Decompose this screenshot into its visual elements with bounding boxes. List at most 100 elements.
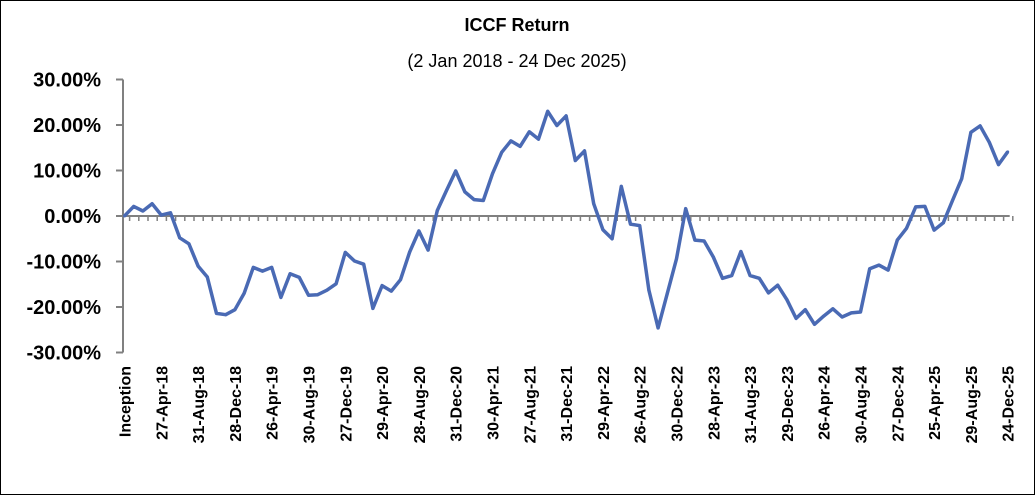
data-point bbox=[730, 274, 734, 278]
data-point bbox=[978, 124, 982, 128]
data-point bbox=[481, 199, 485, 203]
data-point bbox=[527, 130, 531, 134]
data-point bbox=[389, 289, 393, 293]
data-point bbox=[288, 272, 292, 276]
data-point bbox=[371, 306, 375, 310]
data-point bbox=[610, 237, 614, 241]
x-tick-label: 26-Apr-19 bbox=[265, 366, 282, 440]
x-tick-label: 28-Dec-18 bbox=[228, 366, 245, 442]
data-point bbox=[573, 158, 577, 162]
data-point bbox=[546, 109, 550, 113]
x-tick-label: 31-Aug-23 bbox=[743, 366, 760, 443]
data-point bbox=[583, 149, 586, 153]
x-tick-label: 30-Dec-22 bbox=[670, 366, 687, 442]
x-tick-label: 25-Apr-25 bbox=[927, 366, 944, 440]
data-point bbox=[518, 144, 522, 148]
data-point bbox=[279, 295, 283, 299]
data-point bbox=[353, 259, 356, 263]
data-point bbox=[500, 150, 504, 154]
data-point bbox=[297, 275, 301, 279]
data-point bbox=[647, 288, 651, 292]
data-point bbox=[785, 298, 789, 302]
data-point bbox=[592, 202, 596, 206]
data-point bbox=[150, 202, 154, 206]
x-tick-label: 27-Apr-18 bbox=[154, 366, 171, 440]
data-point bbox=[435, 209, 439, 213]
y-axis: 30.00% 20.00% 10.00% 0.00% -10.00% -20.00% -30… bbox=[27, 70, 124, 365]
data-point bbox=[178, 236, 182, 240]
data-point bbox=[334, 282, 338, 286]
data-point bbox=[868, 267, 872, 271]
data-point bbox=[693, 238, 697, 242]
y-tick-label: 30.00% bbox=[33, 70, 101, 92]
x-tick-label: 26-Aug-22 bbox=[633, 366, 650, 443]
data-point bbox=[822, 314, 826, 318]
x-tick-label: 24-Dec-25 bbox=[1001, 366, 1018, 442]
data-point bbox=[969, 130, 973, 134]
data-point bbox=[159, 213, 163, 217]
data-point bbox=[941, 221, 945, 225]
data-point bbox=[270, 265, 274, 269]
data-point bbox=[316, 293, 320, 297]
data-point bbox=[564, 114, 568, 118]
data-point bbox=[711, 255, 715, 259]
data-point bbox=[721, 276, 724, 280]
x-tick-label: 26-Apr-24 bbox=[817, 366, 834, 440]
data-point bbox=[767, 291, 770, 295]
data-point bbox=[601, 228, 605, 232]
data-point bbox=[914, 205, 918, 209]
data-point bbox=[123, 214, 126, 218]
x-tick-label: 29-Apr-20 bbox=[375, 366, 392, 440]
data-point bbox=[399, 278, 402, 282]
data-point bbox=[261, 269, 264, 273]
x-tick-label: 27-Dec-19 bbox=[338, 366, 355, 442]
data-point bbox=[951, 199, 954, 203]
x-tick-label: 30-Apr-21 bbox=[486, 366, 503, 440]
x-tick-label: 31-Aug-18 bbox=[191, 366, 208, 443]
data-point bbox=[960, 177, 964, 181]
x-tick-label: 29-Apr-22 bbox=[596, 366, 613, 440]
data-point bbox=[665, 291, 669, 295]
y-tick-label: 0.00% bbox=[44, 206, 101, 228]
data-point bbox=[555, 123, 559, 127]
chart-subtitle: (2 Jan 2018 - 24 Dec 2025) bbox=[407, 51, 626, 71]
series-group bbox=[123, 109, 1010, 330]
x-axis: Inception 27-Apr-18 31-Aug-18 28-Dec-18 26-A… bbox=[118, 215, 1018, 443]
data-point bbox=[1006, 150, 1010, 154]
data-point bbox=[343, 250, 347, 254]
x-tick-label: 27-Aug-21 bbox=[522, 366, 539, 443]
data-point bbox=[537, 137, 540, 141]
data-point bbox=[509, 139, 513, 143]
data-point bbox=[417, 229, 421, 233]
x-tick-label: Inception bbox=[118, 366, 135, 437]
data-point bbox=[859, 310, 862, 314]
data-point bbox=[187, 242, 191, 246]
data-point bbox=[619, 184, 623, 188]
x-tick-label: 29-Dec-23 bbox=[780, 366, 797, 442]
x-tick-label: 28-Aug-20 bbox=[412, 366, 429, 443]
y-tick-label: -20.00% bbox=[27, 297, 102, 319]
data-point bbox=[638, 224, 642, 228]
data-point bbox=[472, 198, 476, 202]
y-tick-label: -10.00% bbox=[27, 252, 102, 274]
data-point bbox=[675, 257, 678, 261]
data-point bbox=[215, 311, 218, 315]
x-tick-label: 27-Dec-24 bbox=[890, 366, 907, 442]
x-tick-label: 31-Dec-21 bbox=[559, 366, 576, 442]
data-point bbox=[886, 268, 890, 272]
data-point bbox=[932, 228, 936, 232]
data-point bbox=[196, 264, 200, 268]
data-point bbox=[380, 284, 384, 288]
x-tick-label: 29-Aug-25 bbox=[964, 366, 981, 443]
y-tick-label: 10.00% bbox=[33, 161, 101, 183]
data-point bbox=[905, 226, 908, 230]
data-point bbox=[776, 283, 780, 287]
data-point bbox=[426, 248, 430, 252]
chart-title: ICCF Return bbox=[465, 15, 570, 35]
data-point bbox=[877, 263, 881, 267]
data-point bbox=[445, 189, 448, 193]
data-point bbox=[702, 239, 706, 243]
